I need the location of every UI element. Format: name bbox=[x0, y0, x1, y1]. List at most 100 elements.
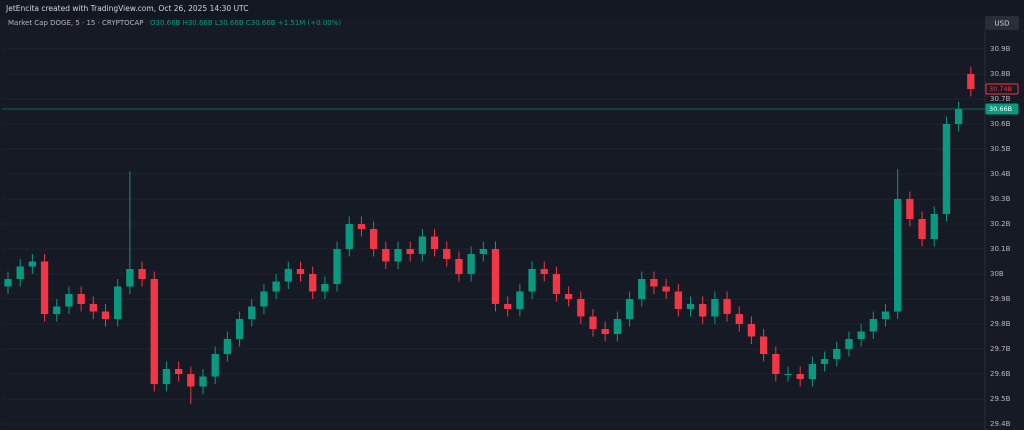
y-tick-label: 29.9B bbox=[990, 295, 1011, 303]
candle-body bbox=[418, 236, 427, 254]
candle-body bbox=[430, 236, 439, 249]
candle-body bbox=[272, 281, 280, 292]
price-label-box bbox=[985, 83, 1019, 95]
candle-body bbox=[552, 274, 561, 294]
candle-body bbox=[796, 374, 804, 379]
candle-body bbox=[857, 331, 865, 339]
legend-ohlc: O30.66B H30.66B L30.66B C30.66B +1.51M (… bbox=[150, 19, 341, 27]
candle-body bbox=[662, 286, 670, 292]
candle-body bbox=[674, 291, 682, 309]
candle-body bbox=[321, 284, 329, 292]
candle-body bbox=[589, 316, 597, 329]
candle-body bbox=[747, 324, 756, 337]
price-label: 30.66B bbox=[989, 105, 1012, 113]
candle-body bbox=[16, 266, 24, 279]
candle-body bbox=[491, 249, 500, 304]
candle-body bbox=[138, 269, 146, 279]
candle-body bbox=[638, 279, 646, 299]
candle-body bbox=[540, 269, 548, 274]
candle-body bbox=[174, 369, 183, 374]
candle-body bbox=[199, 376, 207, 387]
currency-label[interactable]: USD bbox=[995, 20, 1010, 28]
candle-body bbox=[625, 299, 634, 319]
candle-body bbox=[613, 319, 622, 334]
price-label: 30.74B bbox=[989, 85, 1012, 93]
candle-body bbox=[918, 219, 926, 239]
candle-body bbox=[394, 249, 402, 262]
candle-body bbox=[126, 269, 134, 287]
candle-body bbox=[357, 224, 366, 229]
y-tick-label: 30.8B bbox=[990, 70, 1011, 78]
candle-body bbox=[577, 299, 585, 317]
candle-body bbox=[845, 339, 853, 349]
y-tick-label: 30.3B bbox=[990, 195, 1011, 203]
candle-body bbox=[504, 304, 512, 309]
y-tick-label: 29.8B bbox=[990, 320, 1011, 328]
candle-body bbox=[516, 291, 524, 309]
candle-body bbox=[345, 224, 353, 249]
candle-body bbox=[906, 199, 914, 219]
y-tick-label: 29.5B bbox=[990, 395, 1011, 403]
candle-body bbox=[711, 299, 719, 317]
candle-body bbox=[162, 369, 171, 384]
price-label-box bbox=[985, 103, 1019, 115]
y-tick-label: 29.7B bbox=[990, 345, 1011, 353]
candle-body bbox=[248, 306, 256, 319]
candle-body bbox=[53, 306, 61, 314]
candle-body bbox=[772, 354, 780, 374]
candle-body bbox=[77, 294, 85, 304]
candle-body bbox=[564, 294, 573, 299]
candle-body bbox=[528, 269, 536, 292]
candle-body bbox=[942, 124, 951, 214]
candle-body bbox=[4, 279, 12, 287]
candle-body bbox=[467, 254, 475, 274]
candle-body bbox=[235, 319, 244, 339]
y-tick-label: 29.4B bbox=[990, 420, 1011, 428]
y-tick-label: 30.6B bbox=[990, 120, 1011, 128]
candle-body bbox=[784, 374, 792, 375]
candle-body bbox=[101, 311, 110, 319]
y-tick-label: 30.9B bbox=[990, 45, 1011, 53]
candle-body bbox=[954, 109, 963, 124]
candle-body bbox=[455, 259, 463, 274]
candle-body bbox=[406, 249, 414, 254]
y-tick-label: 30B bbox=[990, 270, 1004, 278]
candle-body bbox=[601, 329, 609, 334]
candle-body bbox=[735, 314, 743, 324]
candle-body bbox=[808, 364, 817, 379]
candle-body bbox=[833, 349, 841, 359]
candle-body bbox=[89, 304, 97, 312]
y-tick-label: 30.2B bbox=[990, 220, 1011, 228]
currency-button[interactable] bbox=[985, 16, 1019, 30]
candle-body bbox=[260, 291, 268, 307]
candle-body bbox=[479, 249, 487, 254]
candle-body bbox=[211, 354, 219, 377]
y-tick-label: 29.6B bbox=[990, 370, 1011, 378]
candle-body bbox=[894, 199, 902, 312]
y-tick-label: 30.7B bbox=[990, 95, 1011, 103]
candle-body bbox=[333, 249, 341, 284]
candle-body bbox=[28, 261, 37, 267]
candle-body bbox=[40, 261, 49, 314]
candle-body bbox=[869, 319, 877, 332]
candle-body bbox=[296, 269, 305, 274]
candle-body bbox=[686, 304, 695, 309]
y-tick-label: 30.5B bbox=[990, 145, 1011, 153]
candle-body bbox=[723, 299, 731, 314]
candle-body bbox=[309, 274, 317, 292]
y-tick-label: 30.1B bbox=[990, 245, 1011, 253]
candle-body bbox=[881, 311, 890, 319]
candle-body bbox=[930, 214, 938, 239]
legend-symbol: Market Cap DOGE, 5 · 15 · CRYPTOCAP bbox=[8, 19, 144, 27]
candle-body bbox=[650, 279, 658, 287]
header-text: JetEncita created with TradingView.com, … bbox=[5, 4, 248, 13]
y-tick-label: 30.4B bbox=[990, 170, 1011, 178]
candle-body bbox=[187, 374, 195, 387]
header-bar bbox=[0, 0, 1024, 18]
candle-body bbox=[820, 359, 829, 364]
candle-body bbox=[759, 336, 768, 354]
candle-body bbox=[967, 74, 975, 89]
candle-body bbox=[150, 279, 158, 384]
